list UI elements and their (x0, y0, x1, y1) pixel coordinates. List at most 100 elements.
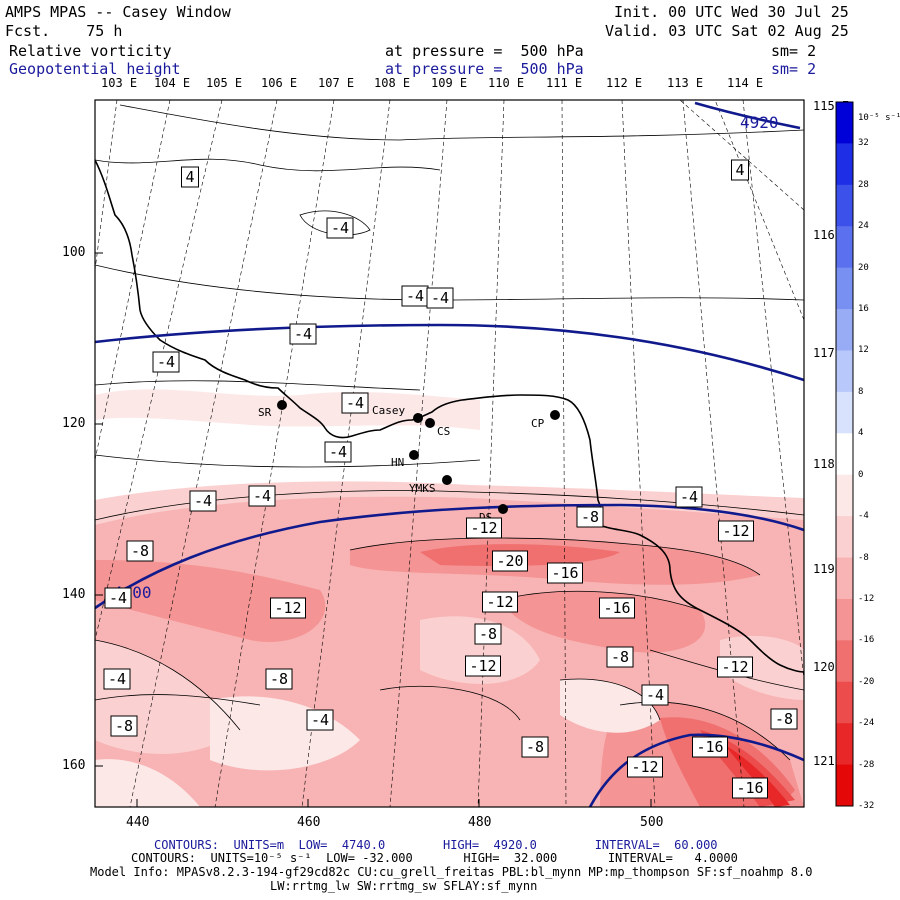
vorticity-label-box: -12 (627, 756, 663, 778)
colorbar-tick-label: -4 (858, 511, 869, 522)
colorbar-tick-label: 32 (858, 138, 869, 149)
vorticity-label-box: -8 (521, 736, 549, 758)
colorbar-swatch (836, 391, 853, 434)
vorticity-label-text: -4 (194, 492, 212, 510)
vorticity-label-text: -12 (470, 519, 497, 537)
vorticity-label-text: -4 (157, 353, 175, 371)
colorbar-tick-label: -16 (858, 635, 875, 646)
vorticity-label-box: -12 (466, 517, 502, 539)
vorticity-label-box: -4 (326, 217, 354, 239)
vorticity-label-box: -4 (324, 441, 352, 463)
vorticity-label-text: -4 (108, 670, 126, 688)
vorticity-label-text: -4 (253, 487, 271, 505)
vorticity-label-text: -4 (346, 394, 364, 412)
colorbar-tick-label: 28 (858, 179, 869, 190)
station-dot-ymks (442, 475, 452, 485)
vorticity-label-box: 4 (731, 159, 749, 181)
station-label-hn: HN (391, 456, 404, 469)
colorbar-unit: 10⁻⁵ s⁻¹ (858, 113, 900, 123)
station-dot-ds (498, 504, 508, 514)
vorticity-label-text: -4 (680, 488, 698, 506)
vorticity-label-text: -8 (775, 710, 793, 728)
colorbar-swatch (836, 226, 853, 269)
field2-smoothing: sm= 2 (771, 60, 817, 78)
height-contour-4800 (95, 503, 804, 610)
station-label-casey: Casey (372, 404, 405, 417)
vorticity-label-text: -4 (311, 711, 329, 729)
vorticity-label-text: -4 (329, 443, 347, 461)
vorticity-label-box: -4 (675, 486, 703, 508)
y-tick-label: 100 (62, 245, 86, 260)
colorbar-tick-label: -32 (858, 801, 875, 811)
vorticity-label-text: -4 (331, 219, 349, 237)
init-time: Init. 00 UTC Wed 30 Jul 25 (614, 3, 849, 21)
vorticity-label-box: -8 (606, 646, 634, 668)
station-label-sr: SR (258, 406, 272, 419)
colorbar-swatch (836, 557, 853, 600)
footer-model-info: Model Info: MPASv8.2.3-194-gf29cd82c CU:… (90, 865, 813, 879)
vorticity-label-text: -12 (722, 522, 749, 540)
vorticity-label-text: -16 (736, 779, 763, 797)
height-contour-4860 (95, 323, 804, 382)
station-dot-hn (409, 450, 419, 460)
vorticity-label-text: 4 (735, 161, 744, 179)
vorticity-label-text: -4 (109, 589, 127, 607)
vorticity-label-text: -8 (581, 508, 599, 526)
field1-name: Relative vorticity (9, 42, 172, 60)
vorticity-label-text: -4 (406, 287, 424, 305)
vorticity-label-box: -8 (110, 715, 138, 737)
vorticity-label-text: -16 (696, 738, 723, 756)
vorticity-label-text: -12 (274, 599, 301, 617)
station-markers (277, 400, 560, 514)
colorbar-swatch (836, 723, 853, 766)
height-contours (95, 101, 804, 807)
colorbar-tick-label: -12 (858, 593, 875, 604)
vorticity-label-box: -4 (306, 709, 334, 731)
station-label-cp: CP (531, 417, 545, 430)
colorbar-tick-label: 8 (858, 386, 864, 397)
x-tick-label: 500 (640, 815, 664, 830)
colorbar-tick-label: 24 (858, 221, 869, 232)
colorbar-swatch (836, 640, 853, 683)
field2-name: Geopotential height (9, 60, 181, 78)
colorbar-tick-label: -20 (858, 676, 875, 687)
station-dot-cs (425, 418, 435, 428)
footer-height-contours: CONTOURS: UNITS=m LOW= 4740.0 HIGH= 4920… (154, 838, 718, 852)
colorbar-swatch (836, 764, 853, 807)
vorticity-label-box: -4 (641, 684, 669, 706)
vorticity-label-text: -8 (479, 625, 497, 643)
colorbar-tick-label: -24 (858, 718, 875, 729)
y-tick-label: 140 (62, 587, 86, 602)
footer-vorticity-contours: CONTOURS: UNITS=10⁻⁵ s⁻¹ LOW= -32.000 HI… (131, 851, 738, 865)
vorticity-label-box: -8 (126, 540, 154, 562)
axis-ticks (95, 252, 652, 807)
colorbar-tick-label: 12 (858, 345, 869, 356)
colorbar-tick-label: 0 (858, 469, 864, 480)
x-tick-label: 460 (297, 815, 321, 830)
height-label: 4920 (740, 113, 779, 132)
colorbar-swatch (836, 143, 853, 186)
plot-frame (94, 99, 805, 808)
vorticity-label-box: 4 (181, 166, 199, 188)
vorticity-label-box: -4 (189, 490, 217, 512)
colorbar-tick-label: -8 (858, 552, 869, 563)
colorbar-tick-label: -28 (858, 759, 875, 770)
vorticity-label-text: -4 (646, 686, 664, 704)
lon-label: 110 E (488, 76, 525, 90)
field2-level: at pressure = 500 hPa (385, 60, 584, 78)
vorticity-label-box: -16 (732, 777, 768, 799)
colorbar (836, 102, 853, 807)
lon-label: 114 E (727, 76, 764, 90)
x-tick-label: 440 (126, 815, 150, 830)
lon-label: 103 E (101, 76, 138, 90)
vorticity-label-box: -8 (265, 668, 293, 690)
vorticity-label-box: -8 (576, 506, 604, 528)
forecast-hour: Fcst. 75 h (5, 22, 123, 40)
vorticity-label-text: -12 (486, 593, 513, 611)
vorticity-label-box: -4 (103, 668, 131, 690)
lon-label: 113 E (667, 76, 704, 90)
colorbar-swatch (836, 474, 853, 517)
height-contour-4740 (588, 733, 804, 807)
lon-label: 105 E (206, 76, 243, 90)
